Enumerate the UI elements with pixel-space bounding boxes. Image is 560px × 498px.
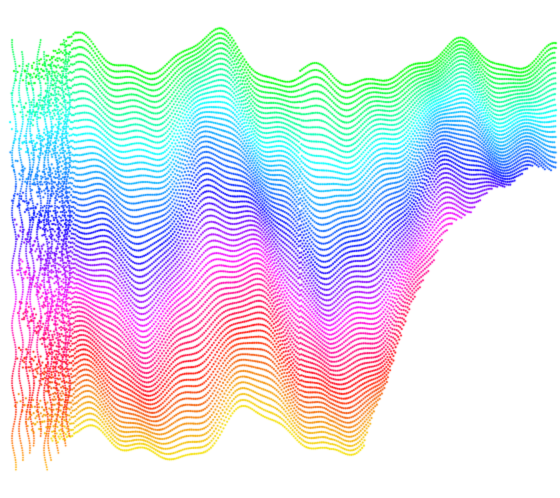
wave-artwork	[0, 0, 560, 498]
rainbow-wave-canvas	[0, 0, 560, 498]
